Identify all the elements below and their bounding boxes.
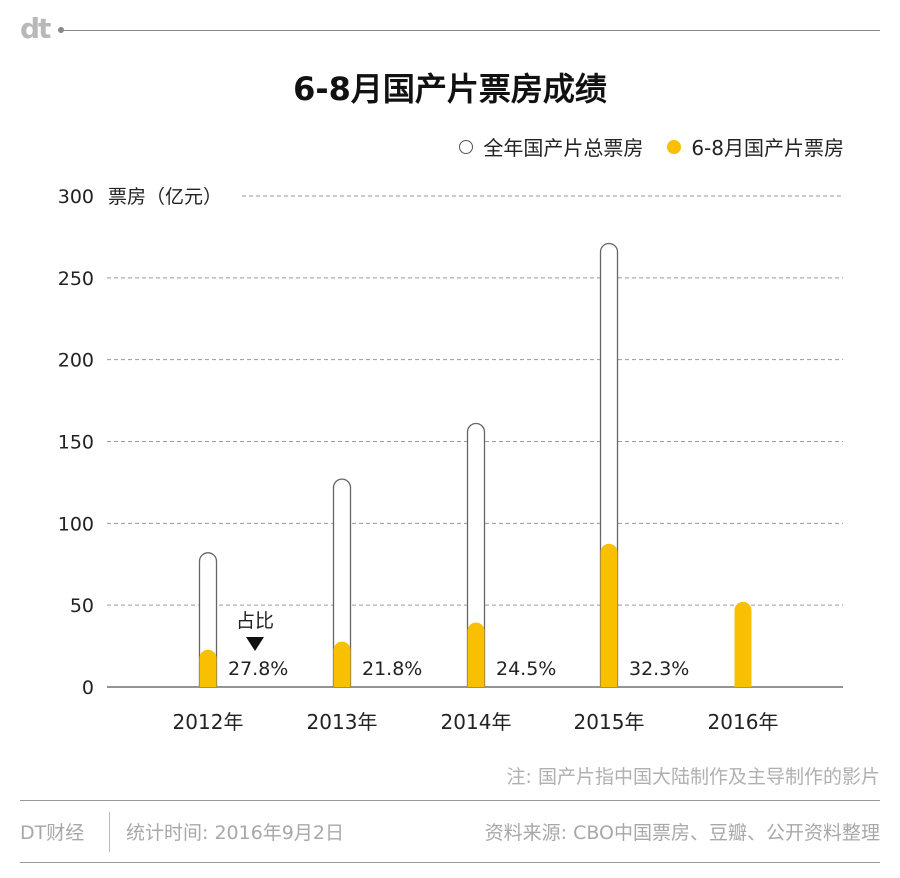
footer-separator xyxy=(109,812,110,852)
legend-label-summer: 6-8月国产片票房 xyxy=(691,136,844,160)
x-tick-label: 2015年 xyxy=(574,710,645,734)
footer-bottom-rule xyxy=(20,862,880,863)
footer-source: 资料来源: CBO中国票房、豆瓣、公开资料整理 xyxy=(484,822,880,844)
legend: 全年国产片总票房 6-8月国产片票房 xyxy=(435,132,844,161)
legend-label-total: 全年国产片总票房 xyxy=(483,136,644,160)
footnote: 注: 国产片指中国大陆制作及主导制作的影片 xyxy=(506,766,880,788)
y-tick-label: 250 xyxy=(58,268,94,290)
y-tick-label: 0 xyxy=(82,677,94,699)
summer-box-office-bar xyxy=(600,543,618,687)
summer-box-office-bar xyxy=(734,601,752,687)
x-tick-label: 2016年 xyxy=(708,710,779,734)
bar-chart: 0 50 100 150 200 250 300 票房（亿元） 27.8% 2012年 21.8% 2… xyxy=(58,186,843,734)
total-box-office-bar xyxy=(466,422,486,688)
down-arrow-icon xyxy=(246,637,264,651)
legend-hollow-circle-icon xyxy=(459,139,474,154)
share-annotation-label: 占比 xyxy=(236,610,274,632)
y-tick-label: 300 xyxy=(58,186,94,208)
y-axis-label: 票房（亿元） xyxy=(108,186,222,208)
chart-title: 6-8月国产片票房成绩 xyxy=(293,70,607,108)
legend-item-summer: 6-8月国产片票房 xyxy=(667,132,844,161)
y-tick-label: 50 xyxy=(70,595,94,617)
x-tick-label: 2014年 xyxy=(441,710,512,734)
y-tick-label: 100 xyxy=(58,513,94,535)
legend-filled-circle-icon xyxy=(667,139,682,154)
share-percent-label: 27.8% xyxy=(228,658,288,680)
footer-stat-time: 统计时间: 2016年9月2日 xyxy=(126,822,344,844)
summer-box-office-bar xyxy=(333,641,351,687)
header-rule xyxy=(62,30,880,31)
share-percent-label: 32.3% xyxy=(629,658,689,680)
footer: DT财经 统计时间: 2016年9月2日 资料来源: CBO中国票房、豆瓣、公开… xyxy=(20,812,880,852)
total-box-office-bar xyxy=(332,478,352,688)
footer-brand: DT财经 xyxy=(20,822,85,844)
footer-top-rule xyxy=(20,800,880,801)
share-percent-label: 21.8% xyxy=(362,658,422,680)
share-percent-label: 24.5% xyxy=(496,658,556,680)
y-tick-label: 200 xyxy=(58,350,94,372)
header-rule-dot xyxy=(58,27,64,33)
summer-box-office-bar xyxy=(467,622,485,687)
x-tick-label: 2013年 xyxy=(307,710,378,734)
y-tick-label: 150 xyxy=(58,432,94,454)
x-tick-label: 2012年 xyxy=(173,710,244,734)
dt-logo: dt xyxy=(20,12,51,45)
summer-box-office-bar xyxy=(199,649,217,687)
legend-item-total: 全年国产片总票房 xyxy=(459,132,643,161)
